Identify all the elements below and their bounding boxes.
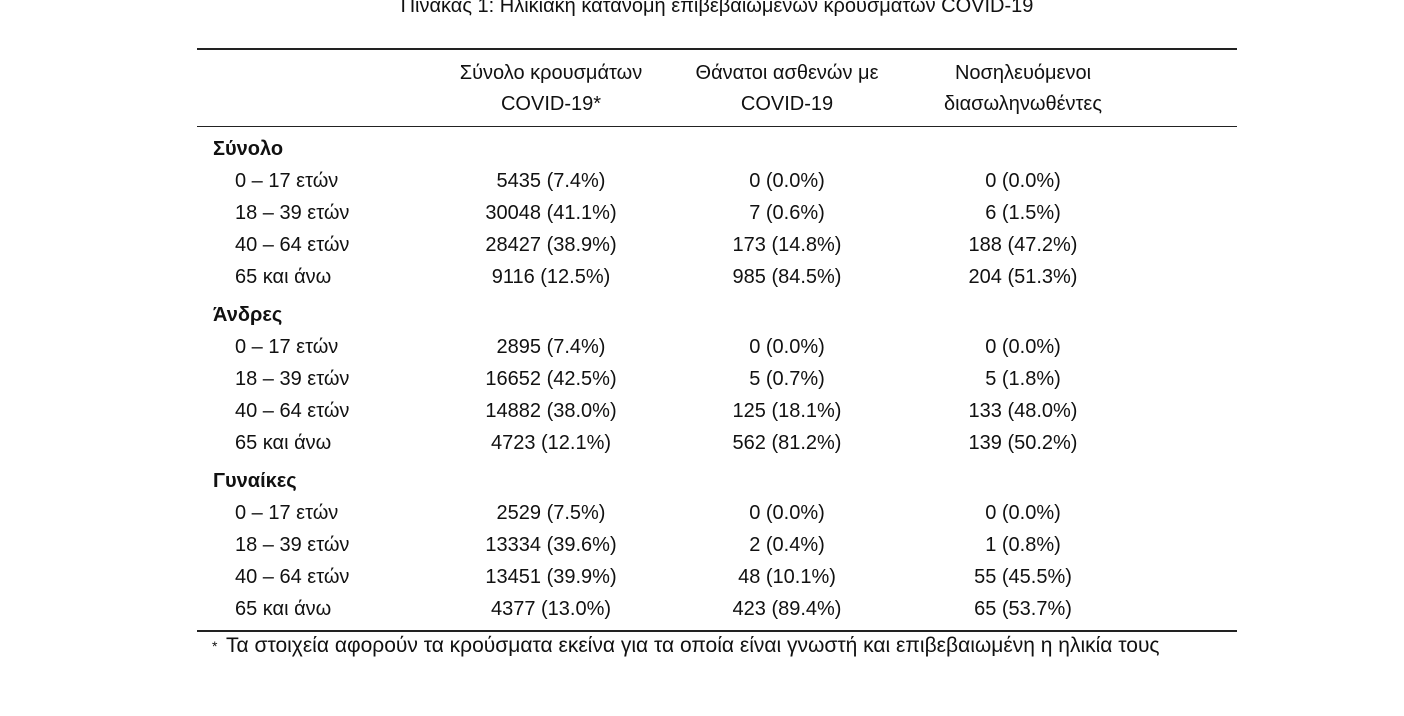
table-cell: 6 (1.5%) (985, 202, 1061, 224)
table-cell: 125 (18.1%) (732, 400, 842, 422)
footnote-text: Τα στοιχεία αφορούν τα κρούσματα εκείνα … (226, 634, 1160, 657)
row-label: 65 και άνω (235, 432, 332, 454)
row-label: 40 – 64 ετών (235, 234, 350, 256)
column-header: Σύνολο κρουσμάτων (459, 62, 643, 84)
table-cell: 4723 (12.1%) (490, 432, 612, 454)
table-cell: 139 (50.2%) (968, 432, 1078, 454)
group-label: Άνδρες (213, 304, 283, 326)
table-cell: 1 (0.8%) (985, 534, 1061, 556)
column-header: Νοσηλευόμενοι (954, 62, 1092, 84)
group-label: Σύνολο (213, 138, 284, 160)
table-cell: 423 (89.4%) (732, 598, 842, 620)
row-label: 18 – 39 ετών (235, 368, 350, 390)
table-cell: 65 (53.7%) (974, 598, 1072, 620)
row-label: 0 – 17 ετών (235, 336, 339, 358)
table-cell: 985 (84.5%) (732, 266, 842, 288)
column-header: COVID-19* (500, 93, 602, 115)
table-cell: 4377 (13.0%) (490, 598, 612, 620)
table-cell: 13451 (39.9%) (485, 566, 617, 588)
row-label: 0 – 17 ετών (235, 502, 339, 524)
table-title: Πίνακας 1: Ηλικιακή κατανομή επιβεβαιωμέ… (400, 0, 1034, 17)
table-cell: 0 (0.0%) (749, 336, 825, 358)
table-cell: 5 (0.7%) (749, 368, 825, 390)
table-cell: 0 (0.0%) (749, 502, 825, 524)
row-label: 65 και άνω (235, 598, 332, 620)
table-cell: 5 (1.8%) (985, 368, 1061, 390)
table-cell: 28427 (38.9%) (485, 234, 617, 256)
table-cell: 2895 (7.4%) (496, 336, 606, 358)
row-label: 18 – 39 ετών (235, 202, 350, 224)
row-label: 40 – 64 ετών (235, 566, 350, 588)
table-cell: 9116 (12.5%) (491, 266, 611, 288)
table-cell: 2 (0.4%) (749, 534, 825, 556)
column-header: COVID-19 (740, 93, 834, 115)
table-cell: 55 (45.5%) (974, 566, 1072, 588)
column-header: Θάνατοι ασθενών με (695, 62, 879, 84)
table-cell: 30048 (41.1%) (485, 202, 617, 224)
bottom-rule (197, 630, 1237, 632)
table-cell: 188 (47.2%) (968, 234, 1078, 256)
table-cell: 0 (0.0%) (985, 502, 1061, 524)
footnote-mark: * (212, 638, 218, 654)
row-label: 40 – 64 ετών (235, 400, 350, 422)
table-cell: 562 (81.2%) (732, 432, 842, 454)
table-cell: 173 (14.8%) (732, 234, 842, 256)
row-label: 0 – 17 ετών (235, 170, 339, 192)
table-cell: 48 (10.1%) (738, 566, 836, 588)
table-cell: 7 (0.6%) (749, 202, 825, 224)
table-cell: 5435 (7.4%) (496, 170, 606, 192)
row-label: 65 και άνω (235, 266, 332, 288)
table-cell: 13334 (39.6%) (485, 534, 617, 556)
header-rule (197, 126, 1237, 127)
table-cell: 16652 (42.5%) (485, 368, 617, 390)
table-cell: 133 (48.0%) (968, 400, 1078, 422)
table-cell: 0 (0.0%) (985, 170, 1061, 192)
table-cell: 0 (0.0%) (985, 336, 1061, 358)
column-header: διασωληνωθέντες (944, 93, 1102, 115)
row-label: 18 – 39 ετών (235, 534, 350, 556)
group-label: Γυναίκες (213, 470, 297, 492)
table-cell: 2529 (7.5%) (496, 502, 606, 524)
table-cell: 204 (51.3%) (968, 266, 1078, 288)
table-cell: 14882 (38.0%) (485, 400, 617, 422)
table-cell: 0 (0.0%) (749, 170, 825, 192)
top-rule (197, 48, 1237, 50)
